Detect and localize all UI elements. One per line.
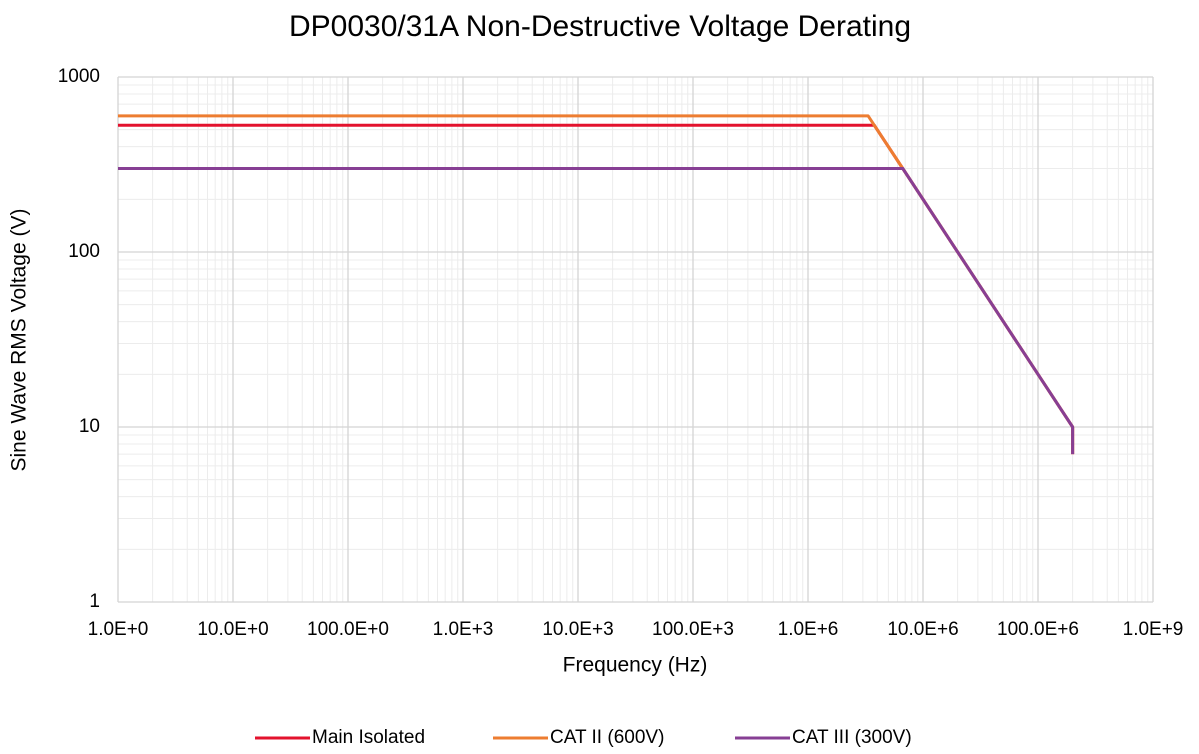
x-tick-label: 1.0E+6 [778,619,839,640]
chart-title: DP0030/31A Non-Destructive Voltage Derat… [289,10,911,43]
y-tick-label: 100 [68,241,100,262]
x-tick-label: 100.0E+3 [652,619,734,640]
x-axis-label: Frequency (Hz) [563,654,708,677]
x-tick-label: 1.0E+3 [433,619,494,640]
series-line [118,114,1075,455]
y-tick-label: 1 [89,591,100,612]
x-tick-label: 1.0E+9 [1123,619,1184,640]
legend-label: CAT II (600V) [550,727,664,748]
x-tick-label: 10.0E+0 [197,619,268,640]
y-tick-label: 10 [79,416,100,437]
series-line [118,167,1075,455]
y-axis-label: Sine Wave RMS Voltage (V) [8,209,31,472]
x-tick-label: 100.0E+6 [997,619,1079,640]
x-tick-label: 10.0E+6 [887,619,958,640]
legend-label: CAT III (300V) [792,727,912,748]
x-tick-label: 10.0E+3 [542,619,613,640]
series-line [118,123,1075,455]
x-tick-label: 100.0E+0 [307,619,389,640]
legend-label: Main Isolated [312,727,425,748]
x-tick-label: 1.0E+0 [88,619,149,640]
y-tick-label: 1000 [58,66,100,87]
